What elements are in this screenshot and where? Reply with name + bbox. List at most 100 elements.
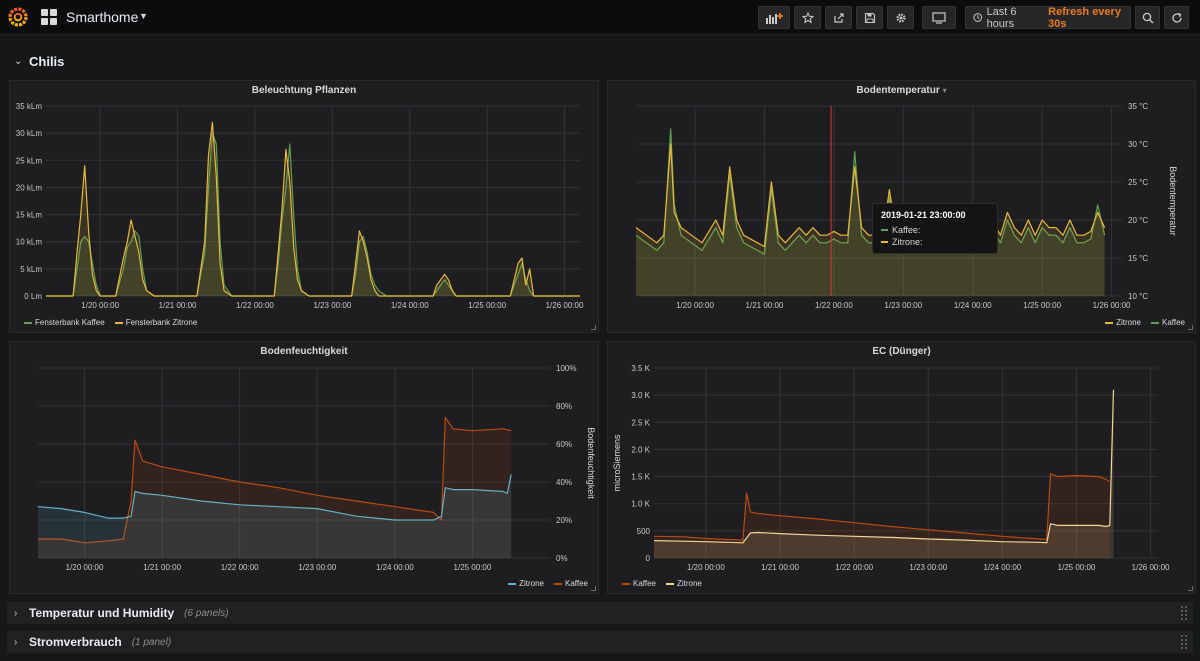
tooltip-row-zitrone: Zitrone: (881, 237, 989, 247)
legend-item[interactable]: Fensterbank Kaffee (24, 318, 105, 327)
row-stromverbrauch[interactable]: › Stromverbrauch (1 panel) (7, 631, 1193, 653)
top-navbar: Smarthome ▼ Last 6 hours Refresh every 3… (0, 0, 1200, 35)
row-temperatur-humidity[interactable]: › Temperatur und Humidity (6 panels) (7, 602, 1193, 624)
y-tick-label: 2.5 K (631, 418, 650, 427)
x-tick-label: 1/23 00:00 (313, 301, 351, 310)
panel-beleuchtung[interactable]: Beleuchtung Pflanzen 0 Lm 5 kLm 10 kLm 15 k… (9, 80, 599, 333)
star-icon (801, 11, 814, 24)
series-line (46, 121, 580, 297)
tooltip-row-kaffee: Kaffee: (881, 225, 989, 235)
series-area (654, 473, 1110, 558)
save-icon (864, 12, 875, 23)
y-tick-label: 1.5 K (631, 473, 650, 482)
panel-title[interactable]: Beleuchtung Pflanzen (251, 85, 357, 96)
panel-title[interactable]: EC (Dünger) (872, 346, 931, 357)
legend-label: Zitrone (1116, 318, 1142, 327)
refresh-button[interactable] (1164, 6, 1189, 29)
legend: Zitrone Kaffee (508, 579, 588, 588)
legend-item[interactable]: Fensterbank Zitrone (114, 318, 197, 327)
row-chilis-header[interactable]: ⌄ Chilis (14, 51, 64, 71)
y-axis-label: Bodenfeuchtigkeit (586, 427, 596, 499)
chevron-right-icon: › (14, 636, 18, 648)
chevron-down-icon: ⌄ (14, 55, 23, 67)
save-button[interactable] (856, 6, 883, 29)
legend-swatch (114, 321, 123, 324)
y-tick-label: 40% (556, 478, 572, 487)
y-tick-label: 10 kLm (16, 238, 43, 247)
y-tick-label: 15 kLm (16, 211, 43, 220)
series-line (37, 474, 512, 521)
legend-swatch (1105, 321, 1114, 324)
legend-item[interactable]: Zitrone (665, 579, 702, 588)
panel-resize-handle[interactable] (1188, 325, 1193, 330)
legend-item[interactable]: Kaffee (1151, 318, 1185, 327)
star-button[interactable] (794, 6, 821, 29)
x-tick-label: 1/22 00:00 (815, 301, 853, 310)
y-tick-label: 3.5 K (631, 364, 650, 373)
add-panel-button[interactable] (758, 6, 790, 29)
x-tick-label: 1/22 00:00 (221, 563, 259, 572)
clock-icon (973, 13, 983, 22)
y-axis-label: Bodentemperatur (1168, 166, 1178, 236)
x-tick-label: 1/20 00:00 (66, 563, 104, 572)
x-tick-label: 1/25 00:00 (1058, 563, 1096, 572)
legend-swatch (665, 582, 674, 585)
x-tick-label: 1/20 00:00 (687, 563, 725, 572)
legend-item[interactable]: Zitrone (1105, 318, 1141, 327)
share-button[interactable] (825, 6, 852, 29)
x-tick-label: 1/21 00:00 (746, 301, 784, 310)
panel-resize-handle[interactable] (591, 586, 596, 591)
chevron-down-icon: ▾ (942, 86, 947, 95)
drag-handle-icon[interactable] (1181, 606, 1187, 620)
panel-bodentemperatur[interactable]: Bodentemperatur ▾ 10 °C 15 °C 20 °C 25 °C 30… (607, 80, 1196, 333)
drag-handle-icon[interactable] (1181, 635, 1187, 649)
x-tick-label: 1/25 00:00 (454, 563, 492, 572)
dashboards-grid-icon[interactable] (41, 9, 57, 25)
legend-item[interactable]: Zitrone (508, 579, 544, 588)
y-tick-label: 20 °C (1128, 216, 1148, 225)
y-tick-label: 30 kLm (16, 129, 43, 138)
legend-label: Kaffee (633, 579, 656, 588)
legend-swatch (554, 582, 563, 585)
x-tick-label: 1/23 00:00 (909, 563, 947, 572)
chart-bodentemperatur[interactable]: 10 °C 15 °C 20 °C 25 °C 30 °C 35 °C 1/20 00:00… (608, 81, 1197, 334)
x-tick-label: 1/21 00:00 (761, 563, 799, 572)
y-axis-label: microSiemens (612, 434, 622, 492)
chart-beleuchtung[interactable]: 0 Lm 5 kLm 10 kLm 15 kLm 20 kLm 25 kLm 30 kLm 3… (10, 81, 600, 334)
panel-title[interactable]: Bodentemperatur ▾ (856, 85, 947, 96)
x-tick-label: 1/23 00:00 (884, 301, 922, 310)
hover-tooltip: 2019-01-21 23:00:00 Kaffee: Zitrone: (872, 203, 998, 254)
x-tick-label: 1/23 00:00 (298, 563, 336, 572)
legend-label: Kaffee (1162, 318, 1185, 327)
chevron-down-icon[interactable]: ▼ (139, 11, 148, 21)
time-picker-button[interactable]: Last 6 hours Refresh every 30s (965, 6, 1131, 30)
legend-item[interactable]: Kaffee (622, 579, 656, 588)
series-area (636, 128, 1105, 296)
grafana-logo-icon[interactable] (7, 6, 29, 28)
y-tick-label: 80% (556, 402, 572, 411)
row-title: Chilis (29, 53, 65, 69)
x-tick-label: 1/26 00:00 (1132, 563, 1170, 572)
legend-item[interactable]: Kaffee (554, 579, 588, 588)
legend-label: Kaffee (565, 579, 588, 588)
panel-bodenfeuchtigkeit[interactable]: Bodenfeuchtigkeit 0% 20% 40% 60% 80% 100% 1/20… (9, 341, 599, 594)
dashboard-title[interactable]: Smarthome (66, 9, 139, 25)
chart-bodenfeuchtigkeit[interactable]: 0% 20% 40% 60% 80% 100% 1/20 00:00 1/21 00:00 1/… (10, 342, 600, 595)
panel-resize-handle[interactable] (591, 325, 596, 330)
settings-button[interactable] (887, 6, 914, 29)
zoom-out-button[interactable] (1135, 6, 1160, 29)
panel-resize-handle[interactable] (1188, 586, 1193, 591)
x-tick-label: 1/25 00:00 (1023, 301, 1061, 310)
x-tick-label: 1/26 00:00 (546, 301, 584, 310)
tv-mode-button[interactable] (922, 6, 956, 29)
y-tick-label: 20 kLm (16, 183, 43, 192)
y-tick-label: 100% (556, 364, 576, 373)
x-tick-label: 1/20 00:00 (81, 301, 119, 310)
chart-ec[interactable]: 0 500 1.0 K 1.5 K 2.0 K 2.5 K 3.0 K 3.5 K 1/20 0… (608, 342, 1197, 595)
legend-label: Zitrone (676, 579, 702, 588)
panel-ec-duenger[interactable]: EC (Dünger) 0 500 1.0 K 1.5 K 2.0 K 2.5 K 3.0 … (607, 341, 1196, 594)
x-tick-label: 1/20 00:00 (676, 301, 714, 310)
legend: Fensterbank Kaffee Fensterbank Zitrone (24, 318, 197, 327)
panel-title[interactable]: Bodenfeuchtigkeit (260, 346, 348, 357)
row-panel-count: (1 panel) (131, 636, 172, 648)
